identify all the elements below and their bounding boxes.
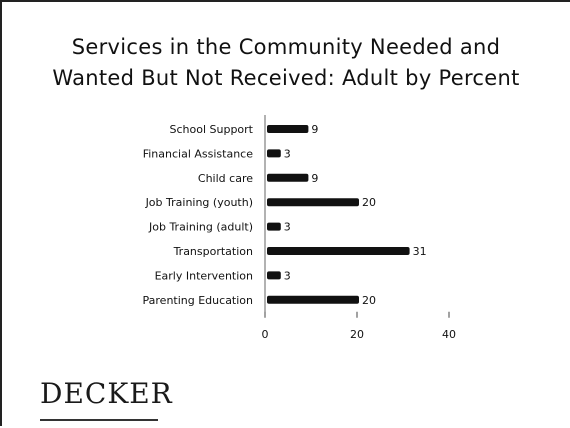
data-label: 31	[413, 245, 427, 258]
title-line-1: Services in the Community Needed and	[71, 35, 501, 59]
bar	[267, 173, 309, 182]
bar	[267, 149, 281, 158]
decker-logo: DECKER	[40, 377, 173, 410]
x-tick-label: 0	[262, 328, 269, 341]
data-label: 3	[284, 269, 291, 282]
bar	[267, 295, 359, 304]
data-label: 20	[362, 196, 376, 209]
data-label: 20	[362, 294, 376, 307]
data-label: 3	[284, 147, 291, 160]
category-label: School Support	[170, 123, 254, 136]
logo-underline	[40, 419, 158, 421]
title-line-2: Wanted But Not Received: Adult by Percen…	[52, 66, 520, 90]
category-label: Job Training (youth)	[145, 196, 253, 209]
category-label: Transportation	[173, 245, 253, 258]
category-label: Financial Assistance	[143, 147, 254, 160]
chart-title: Services in the Community Needed and Wan…	[12, 32, 560, 94]
category-label: Early Intervention	[155, 269, 253, 282]
bar	[267, 222, 281, 231]
bar	[267, 125, 309, 133]
bar	[267, 247, 410, 255]
data-label: 9	[311, 123, 318, 136]
category-label: Child care	[198, 172, 253, 185]
bar	[267, 198, 359, 207]
x-tick-label: 40	[442, 328, 456, 341]
category-label: Parenting Education	[143, 294, 254, 307]
bar	[267, 271, 281, 280]
category-label: Job Training (adult)	[148, 221, 253, 234]
x-tick-label: 20	[350, 328, 364, 341]
data-label: 9	[311, 172, 318, 185]
data-label: 3	[284, 221, 291, 234]
